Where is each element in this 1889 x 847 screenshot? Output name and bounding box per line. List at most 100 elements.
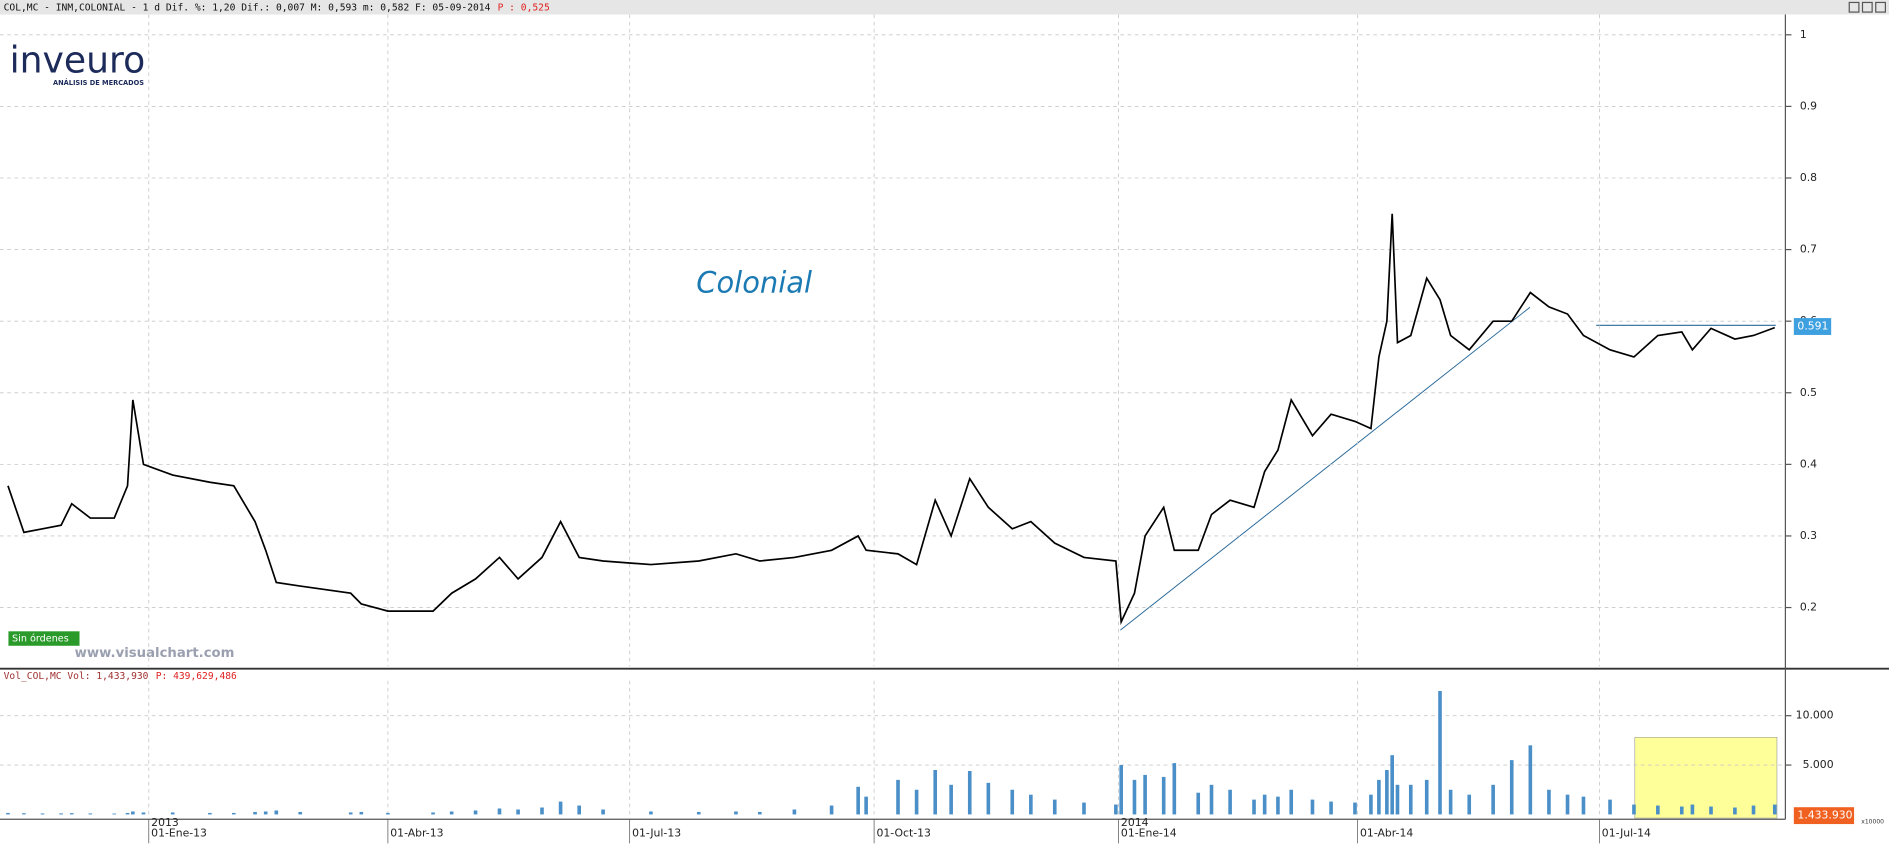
volume-bar xyxy=(59,813,63,815)
y-tick-label: 0.9 xyxy=(1800,99,1817,112)
volume-bar xyxy=(1132,779,1137,815)
volume-bar xyxy=(1119,765,1123,815)
volume-bar xyxy=(1276,796,1280,815)
volume-bar xyxy=(1509,760,1514,815)
volume-bar xyxy=(1377,779,1381,815)
volume-bar xyxy=(1143,774,1147,815)
volume-bar xyxy=(1289,789,1294,815)
volume-bar xyxy=(1228,789,1232,815)
volume-bar xyxy=(1656,805,1660,815)
volume-unit: x10000 xyxy=(1861,819,1884,826)
volume-bar xyxy=(131,811,135,815)
volume-bar xyxy=(864,796,868,815)
volume-bar xyxy=(1082,802,1086,815)
volume-bar xyxy=(1114,804,1118,815)
logo-tagline: ANÁLISIS DE MERCADOS xyxy=(53,78,144,87)
volume-bar xyxy=(601,809,605,815)
window-buttons[interactable] xyxy=(1848,1,1886,13)
status-badge xyxy=(8,631,80,646)
volume-bar xyxy=(125,812,130,815)
volume-bar xyxy=(856,786,860,815)
volume-bar xyxy=(949,784,953,815)
volume-bar xyxy=(1709,806,1713,815)
volume-bar xyxy=(1172,763,1177,815)
last-volume-box xyxy=(1793,807,1855,825)
volume-bar xyxy=(1395,784,1400,815)
volume-bar xyxy=(1052,799,1057,815)
volume-bar xyxy=(933,770,938,815)
last-price-box xyxy=(1793,318,1832,335)
volume-bar xyxy=(449,811,454,815)
volume-bar xyxy=(208,812,212,815)
x-tick-label: 01-Abr-13 xyxy=(390,827,443,840)
year-label: 2013 xyxy=(151,816,179,829)
volume-bar xyxy=(1632,804,1636,815)
volume-bar xyxy=(40,813,45,815)
volume-bar xyxy=(298,811,303,815)
volume-bar xyxy=(1448,789,1453,815)
header-price: P : 0,525 xyxy=(498,2,550,13)
volume-bar xyxy=(69,813,74,815)
volume-bar xyxy=(914,789,919,815)
x-tick-label: 01-Ene-14 xyxy=(1121,827,1177,840)
volume-bar xyxy=(1581,796,1586,815)
header-info: COL,MC - INM,COLONIAL - 1 d Dif. %: 1,20… xyxy=(4,2,491,13)
volume-bar xyxy=(263,811,268,815)
y-tick-label: 0.2 xyxy=(1800,601,1817,614)
volume-bar xyxy=(758,811,762,815)
volume-bar xyxy=(1565,794,1570,815)
volume-bar xyxy=(558,801,563,815)
volume-bar xyxy=(1385,770,1389,815)
volume-bar xyxy=(112,813,117,815)
volume-bar xyxy=(1438,691,1442,815)
y-tick-label: 10.000 xyxy=(1796,709,1834,722)
volume-bar xyxy=(829,805,834,815)
price-line xyxy=(7,213,1776,626)
y-tick-label: 0.5 xyxy=(1800,386,1817,399)
volume-bar xyxy=(431,812,435,815)
volume-bar xyxy=(1467,794,1472,815)
volume-bar xyxy=(540,807,544,815)
volume-bar xyxy=(792,809,797,815)
last-price: 0.591 xyxy=(1797,320,1828,333)
volume-price: P: 439,629,486 xyxy=(156,671,237,682)
x-tick-label: 01-Abr-14 xyxy=(1360,827,1413,840)
volume-bar xyxy=(274,810,279,815)
x-tick-label: 01-Oct-13 xyxy=(877,827,932,840)
volume-bar xyxy=(6,812,10,815)
volume-bar xyxy=(1329,801,1333,815)
x-tick-label: 01-Jul-14 xyxy=(1602,827,1651,840)
close-button[interactable] xyxy=(1875,1,1886,13)
y-tick-label: 5.000 xyxy=(1803,758,1834,771)
volume-bar xyxy=(986,782,991,815)
y-tick-label: 0.3 xyxy=(1800,529,1817,542)
volume-bar xyxy=(1733,807,1737,815)
volume-bar xyxy=(1029,794,1033,815)
volume-bar xyxy=(696,811,701,815)
volume-bar xyxy=(473,810,478,815)
volume-bar xyxy=(1679,806,1684,815)
volume-bar xyxy=(1353,802,1357,815)
status-text: Sin órdenes xyxy=(12,633,69,645)
minimize-button[interactable] xyxy=(1848,1,1860,13)
volume-bar xyxy=(1010,789,1015,815)
maximize-button[interactable] xyxy=(1861,1,1873,13)
volume-bar xyxy=(1196,792,1201,815)
volume-bar xyxy=(1161,776,1166,815)
volume-bar xyxy=(88,813,93,815)
volume-bar xyxy=(22,813,26,815)
last-volume: 1.433.930 xyxy=(1797,809,1852,822)
volume-bar xyxy=(896,779,900,815)
volume-bar xyxy=(516,809,520,815)
y-tick-label: 0.8 xyxy=(1800,171,1817,184)
volume-bar xyxy=(967,770,972,815)
chart-title: Colonial xyxy=(696,265,812,299)
volume-bar xyxy=(1690,804,1695,815)
top-bar xyxy=(0,0,1889,15)
y-tick-label: 0.7 xyxy=(1800,243,1817,256)
volume-bar xyxy=(170,812,175,815)
x-tick-label: 01-Ene-13 xyxy=(151,827,207,840)
volume-bar xyxy=(1252,799,1256,815)
